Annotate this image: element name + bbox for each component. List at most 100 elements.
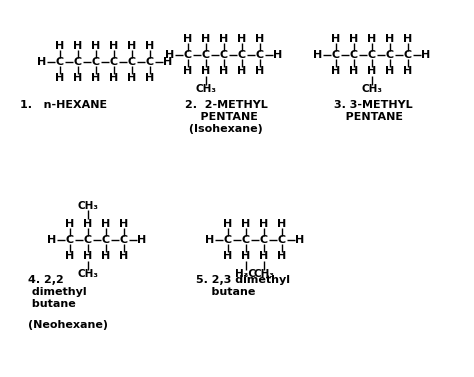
Text: CH₃: CH₃ bbox=[254, 269, 274, 279]
Text: C: C bbox=[102, 235, 110, 245]
Text: 2.  2-METHYL: 2. 2-METHYL bbox=[185, 100, 268, 110]
Text: H: H bbox=[146, 73, 155, 83]
Text: PENTANE: PENTANE bbox=[185, 112, 258, 122]
Text: H: H bbox=[277, 251, 287, 261]
Text: H: H bbox=[349, 34, 359, 44]
Text: H: H bbox=[223, 219, 233, 229]
Text: H: H bbox=[83, 219, 92, 229]
Text: H: H bbox=[259, 251, 269, 261]
Text: H: H bbox=[223, 251, 233, 261]
Text: CH₃: CH₃ bbox=[78, 269, 99, 279]
Text: C: C bbox=[404, 50, 412, 60]
Text: C: C bbox=[146, 57, 154, 67]
Text: H: H bbox=[385, 34, 395, 44]
Text: H: H bbox=[241, 219, 251, 229]
Text: H: H bbox=[101, 219, 110, 229]
Text: C: C bbox=[84, 235, 92, 245]
Text: H: H bbox=[128, 41, 137, 51]
Text: C: C bbox=[278, 235, 286, 245]
Text: H: H bbox=[183, 66, 192, 76]
Text: H: H bbox=[259, 219, 269, 229]
Text: H: H bbox=[403, 66, 413, 76]
Text: H: H bbox=[237, 66, 246, 76]
Text: C: C bbox=[242, 235, 250, 245]
Text: C: C bbox=[368, 50, 376, 60]
Text: (Neohexane): (Neohexane) bbox=[28, 320, 108, 330]
Text: H: H bbox=[367, 34, 377, 44]
Text: H: H bbox=[201, 34, 210, 44]
Text: H: H bbox=[331, 66, 341, 76]
Text: H: H bbox=[73, 73, 82, 83]
Text: H: H bbox=[385, 66, 395, 76]
Text: C: C bbox=[184, 50, 192, 60]
Text: butane: butane bbox=[28, 299, 76, 309]
Text: 1.   n-HEXANE: 1. n-HEXANE bbox=[20, 100, 107, 110]
Text: C: C bbox=[220, 50, 228, 60]
Text: C: C bbox=[92, 57, 100, 67]
Text: H: H bbox=[277, 219, 287, 229]
Text: H: H bbox=[128, 73, 137, 83]
Text: CH₃: CH₃ bbox=[195, 84, 217, 94]
Text: H: H bbox=[183, 34, 192, 44]
Text: H: H bbox=[119, 251, 128, 261]
Text: C: C bbox=[56, 57, 64, 67]
Text: H: H bbox=[421, 50, 430, 60]
Text: H: H bbox=[91, 73, 100, 83]
Text: H: H bbox=[119, 219, 128, 229]
Text: H: H bbox=[146, 41, 155, 51]
Text: C: C bbox=[332, 50, 340, 60]
Text: H: H bbox=[137, 235, 146, 245]
Text: H: H bbox=[55, 41, 64, 51]
Text: C: C bbox=[66, 235, 74, 245]
Text: C: C bbox=[224, 235, 232, 245]
Text: H: H bbox=[109, 41, 118, 51]
Text: H: H bbox=[165, 50, 174, 60]
Text: PENTANE: PENTANE bbox=[334, 112, 403, 122]
Text: CH₃: CH₃ bbox=[362, 84, 383, 94]
Text: C: C bbox=[238, 50, 246, 60]
Text: H: H bbox=[241, 251, 251, 261]
Text: C: C bbox=[110, 57, 118, 67]
Text: 5. 2,3 dimethyl: 5. 2,3 dimethyl bbox=[196, 275, 290, 285]
Text: H: H bbox=[219, 66, 228, 76]
Text: H: H bbox=[255, 66, 264, 76]
Text: H: H bbox=[83, 251, 92, 261]
Text: C: C bbox=[350, 50, 358, 60]
Text: H: H bbox=[55, 73, 64, 83]
Text: butane: butane bbox=[196, 287, 255, 297]
Text: dimethyl: dimethyl bbox=[28, 287, 87, 297]
Text: H₃C: H₃C bbox=[236, 269, 256, 279]
Text: H: H bbox=[47, 235, 56, 245]
Text: H: H bbox=[313, 50, 323, 60]
Text: H: H bbox=[205, 235, 215, 245]
Text: H: H bbox=[349, 66, 359, 76]
Text: C: C bbox=[386, 50, 394, 60]
Text: H: H bbox=[65, 251, 74, 261]
Text: H: H bbox=[295, 235, 305, 245]
Text: C: C bbox=[74, 57, 82, 67]
Text: C: C bbox=[260, 235, 268, 245]
Text: H: H bbox=[331, 34, 341, 44]
Text: C: C bbox=[128, 57, 136, 67]
Text: H: H bbox=[403, 34, 413, 44]
Text: H: H bbox=[237, 34, 246, 44]
Text: H: H bbox=[101, 251, 110, 261]
Text: H: H bbox=[164, 57, 173, 67]
Text: H: H bbox=[109, 73, 118, 83]
Text: H: H bbox=[65, 219, 74, 229]
Text: H: H bbox=[255, 34, 264, 44]
Text: C: C bbox=[256, 50, 264, 60]
Text: H: H bbox=[201, 66, 210, 76]
Text: 4. 2,2: 4. 2,2 bbox=[28, 275, 64, 285]
Text: 3. 3-METHYL: 3. 3-METHYL bbox=[334, 100, 413, 110]
Text: H: H bbox=[273, 50, 283, 60]
Text: (Isohexane): (Isohexane) bbox=[185, 124, 263, 134]
Text: H: H bbox=[367, 66, 377, 76]
Text: H: H bbox=[73, 41, 82, 51]
Text: H: H bbox=[37, 57, 46, 67]
Text: H: H bbox=[219, 34, 228, 44]
Text: C: C bbox=[202, 50, 210, 60]
Text: H: H bbox=[91, 41, 100, 51]
Text: CH₃: CH₃ bbox=[78, 201, 99, 211]
Text: C: C bbox=[120, 235, 128, 245]
